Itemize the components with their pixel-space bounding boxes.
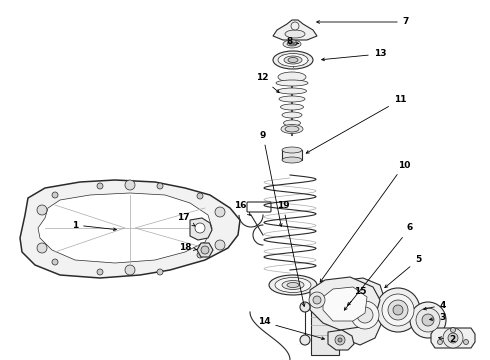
Text: 15: 15: [347, 288, 366, 305]
Polygon shape: [190, 218, 212, 240]
Polygon shape: [20, 180, 240, 278]
Polygon shape: [273, 20, 317, 40]
Text: 1: 1: [72, 220, 116, 231]
Circle shape: [300, 302, 310, 312]
Ellipse shape: [269, 275, 317, 295]
Text: 8: 8: [287, 37, 299, 46]
Circle shape: [338, 338, 342, 342]
Text: 9: 9: [260, 130, 282, 226]
Ellipse shape: [282, 147, 302, 153]
Text: 3: 3: [430, 314, 445, 323]
Circle shape: [215, 207, 225, 217]
Ellipse shape: [273, 51, 313, 69]
Text: 19: 19: [277, 201, 305, 306]
Ellipse shape: [282, 280, 304, 289]
Ellipse shape: [282, 112, 302, 118]
Text: 6: 6: [344, 224, 413, 310]
Ellipse shape: [282, 157, 302, 163]
Circle shape: [464, 339, 468, 345]
Ellipse shape: [275, 278, 311, 292]
Ellipse shape: [285, 126, 299, 132]
Circle shape: [410, 302, 446, 338]
Circle shape: [97, 183, 103, 189]
Circle shape: [125, 180, 135, 190]
Polygon shape: [197, 243, 213, 257]
Circle shape: [416, 308, 440, 332]
Ellipse shape: [279, 96, 305, 102]
Ellipse shape: [285, 30, 305, 38]
Text: 5: 5: [385, 256, 421, 288]
Circle shape: [201, 246, 209, 254]
Circle shape: [376, 288, 420, 332]
Ellipse shape: [276, 80, 308, 86]
Circle shape: [37, 243, 47, 253]
Text: 17: 17: [177, 213, 195, 226]
Circle shape: [357, 307, 373, 323]
Circle shape: [450, 328, 456, 333]
Ellipse shape: [280, 104, 303, 110]
Circle shape: [393, 305, 403, 315]
Polygon shape: [323, 287, 367, 321]
Circle shape: [300, 335, 310, 345]
Circle shape: [388, 300, 408, 320]
Circle shape: [52, 259, 58, 265]
Circle shape: [313, 296, 321, 304]
Polygon shape: [328, 330, 354, 350]
Circle shape: [335, 335, 345, 345]
Circle shape: [448, 333, 458, 343]
Circle shape: [37, 205, 47, 215]
Text: 7: 7: [317, 18, 409, 27]
Text: 16: 16: [234, 201, 250, 215]
Circle shape: [291, 22, 299, 30]
Ellipse shape: [284, 120, 300, 126]
Text: 14: 14: [258, 318, 324, 339]
Ellipse shape: [278, 54, 308, 67]
Polygon shape: [431, 328, 475, 348]
Circle shape: [157, 269, 163, 275]
Polygon shape: [335, 278, 385, 345]
Polygon shape: [310, 277, 380, 330]
Circle shape: [157, 183, 163, 189]
Text: 4: 4: [424, 301, 446, 310]
Polygon shape: [38, 193, 212, 263]
Ellipse shape: [290, 43, 294, 45]
Text: 18: 18: [179, 243, 197, 252]
Circle shape: [438, 339, 442, 345]
Circle shape: [309, 292, 325, 308]
Ellipse shape: [288, 58, 298, 63]
Text: 10: 10: [320, 161, 410, 282]
Circle shape: [197, 252, 203, 258]
Ellipse shape: [281, 125, 303, 134]
Circle shape: [125, 265, 135, 275]
Circle shape: [215, 240, 225, 250]
Ellipse shape: [287, 42, 297, 46]
Ellipse shape: [284, 56, 302, 64]
Circle shape: [97, 269, 103, 275]
Circle shape: [422, 314, 434, 326]
Circle shape: [52, 192, 58, 198]
Text: 12: 12: [256, 73, 279, 93]
Circle shape: [443, 328, 463, 348]
Ellipse shape: [283, 40, 301, 48]
Text: 13: 13: [322, 49, 386, 61]
Circle shape: [382, 294, 414, 326]
Circle shape: [197, 193, 203, 199]
Circle shape: [195, 223, 205, 233]
Ellipse shape: [287, 283, 299, 288]
Polygon shape: [311, 305, 339, 355]
Circle shape: [351, 301, 379, 329]
Polygon shape: [282, 150, 302, 160]
Ellipse shape: [278, 72, 306, 82]
Text: 2: 2: [439, 336, 455, 345]
Ellipse shape: [277, 88, 307, 94]
Text: 11: 11: [306, 95, 406, 153]
